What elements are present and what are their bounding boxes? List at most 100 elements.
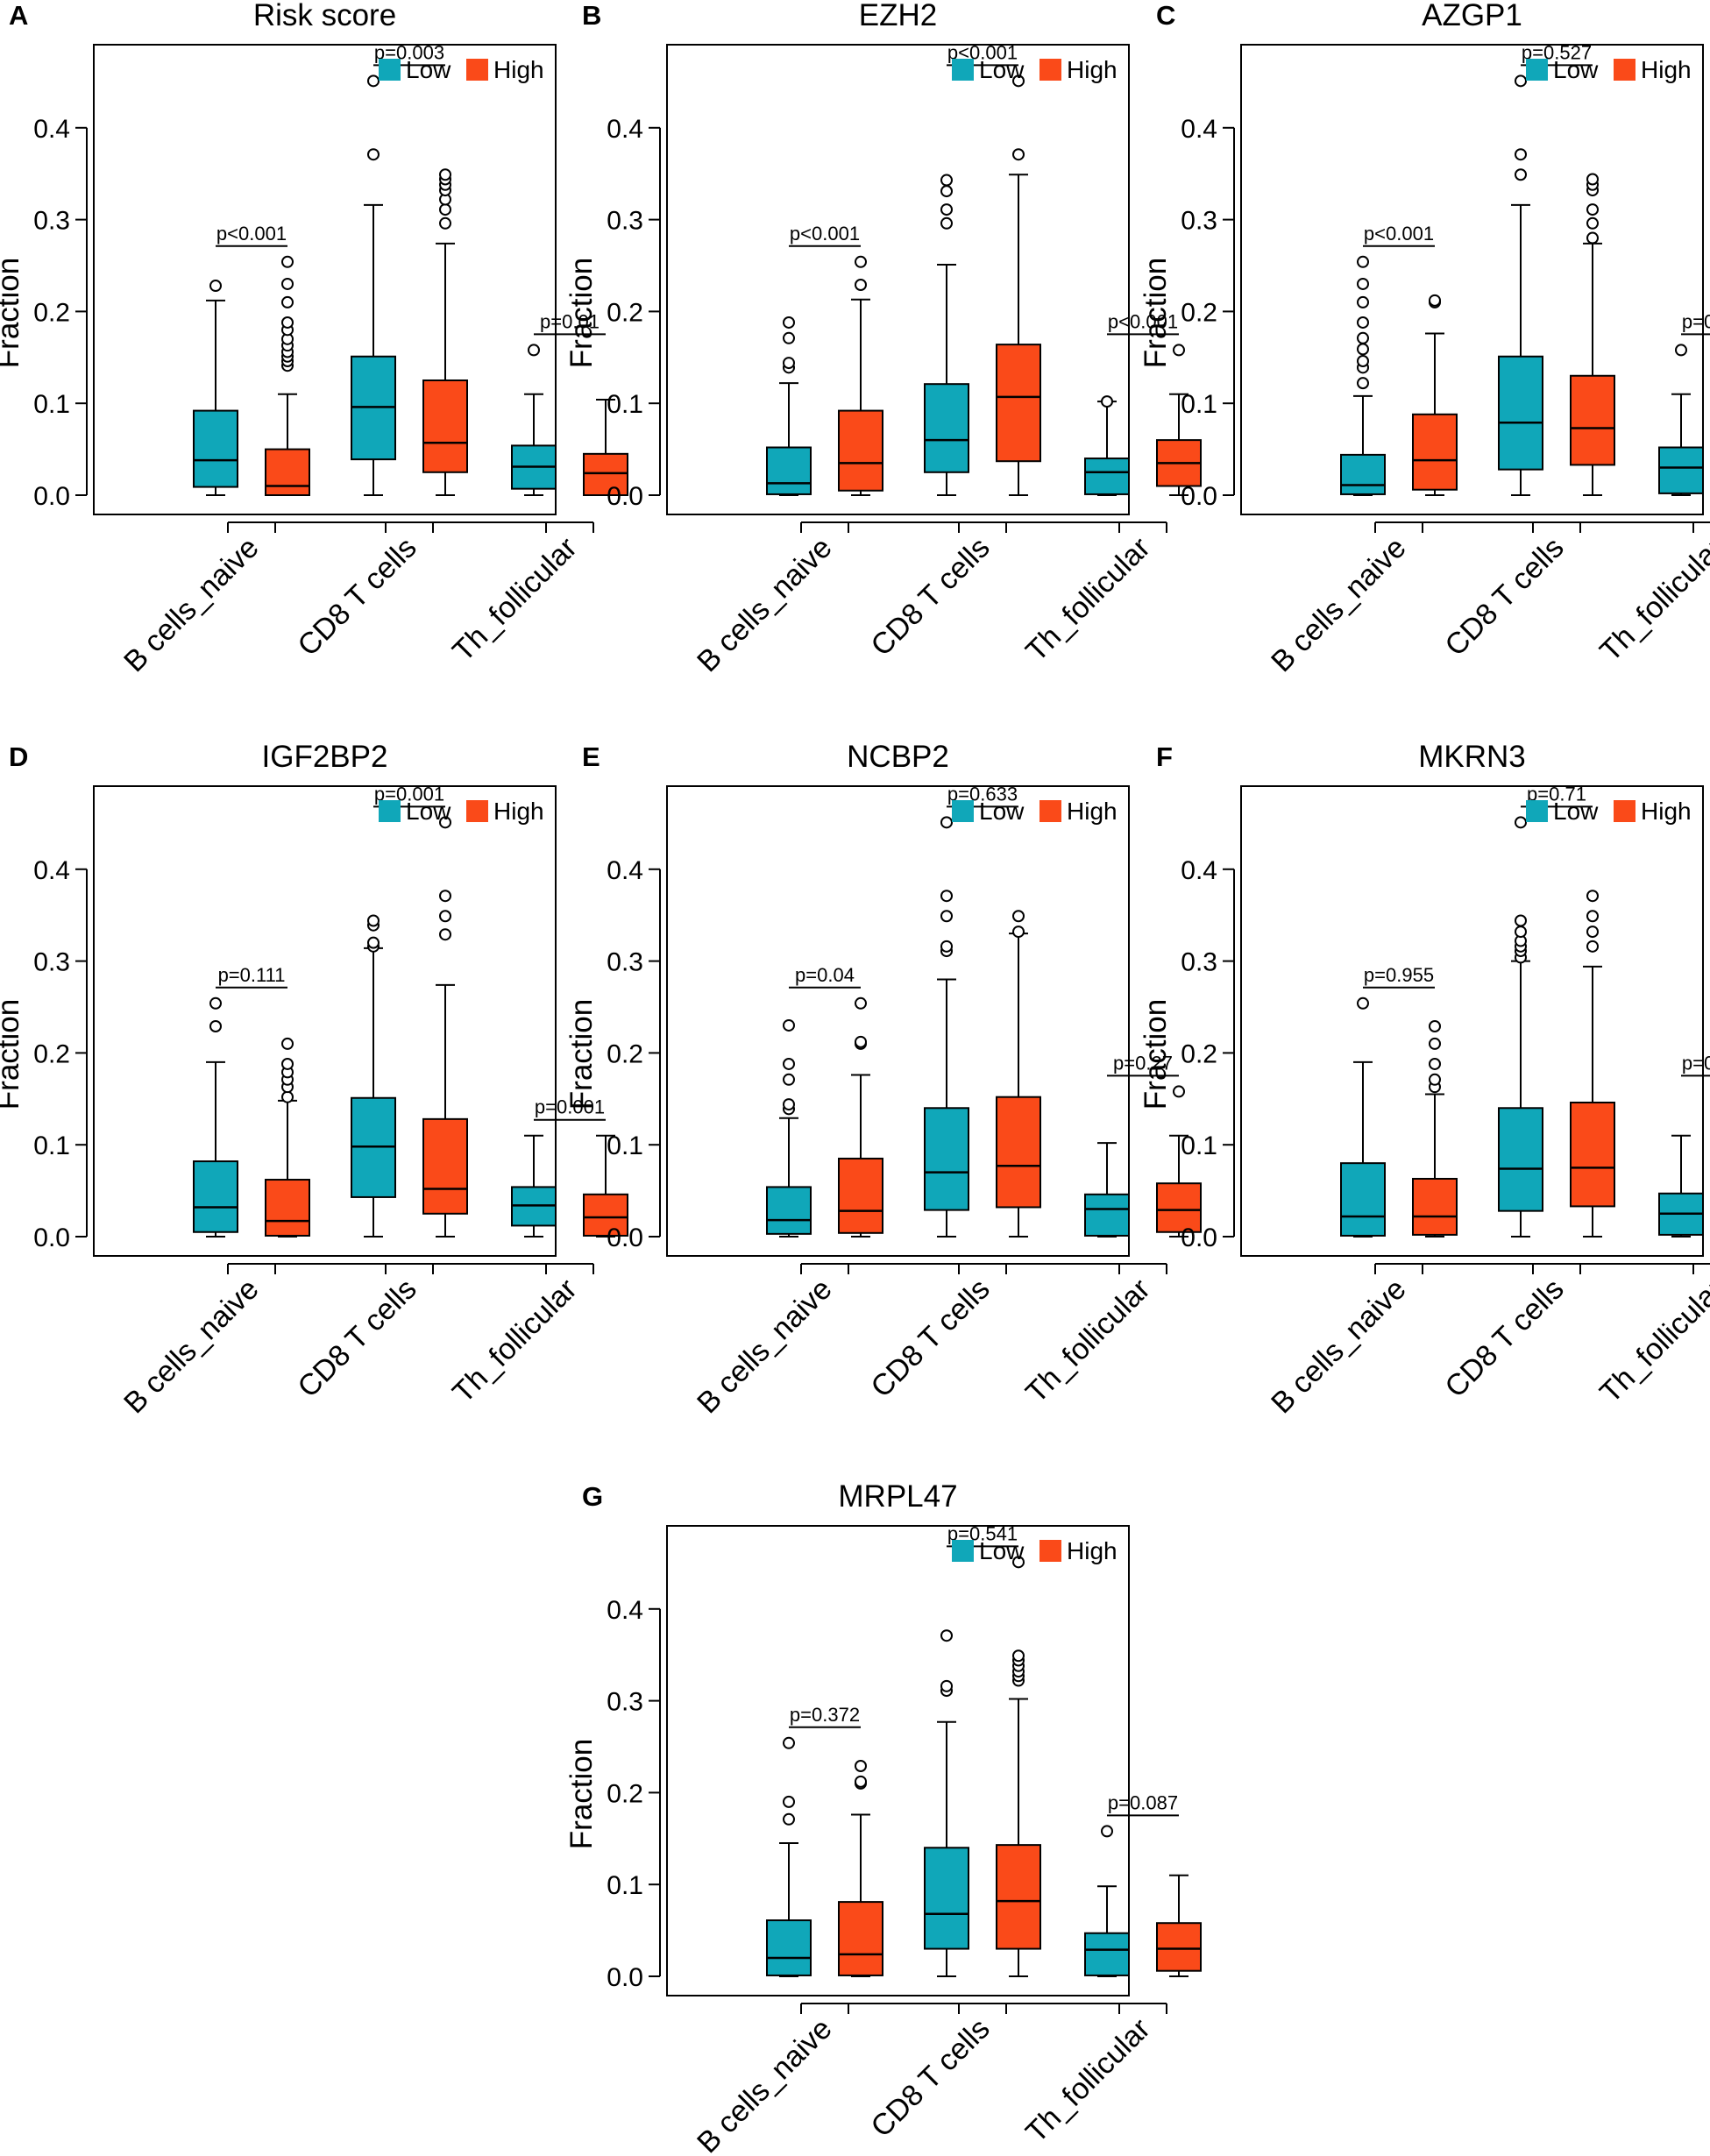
plot-frame [1240,785,1704,1257]
y-tick-label: 0.2 [1181,1039,1217,1068]
legend-swatch-high [1039,1540,1061,1562]
x-category-label: Th_follicular [1019,1273,1156,1409]
outlier-point [1101,395,1113,408]
outlier-point [439,928,451,941]
panel-title: AZGP1 [1422,0,1522,32]
panel-letter: D [9,741,28,772]
legend-label-high: High [1641,56,1692,83]
y-tick-label: 0.1 [607,1871,643,1900]
outlier-point [1586,926,1599,939]
y-axis-label: Fraction [564,258,599,368]
outlier-point [855,255,867,268]
box-high [838,1157,883,1234]
box-high [1156,1182,1202,1233]
box-low [1658,446,1704,494]
outlier-point [1012,926,1025,939]
x-category-label: CD8 T cells [291,531,422,663]
panel-letter: E [582,741,600,772]
x-category-label: CD8 T cells [1438,531,1570,663]
pvalue-label: p<0.001 [790,223,860,245]
legend-swatch-high [466,59,488,81]
legend-swatch-low [952,800,974,822]
outlier-point [1357,331,1369,344]
y-tick-label: 0.2 [1181,298,1217,327]
panel-e: E NCBP2 0.0 0.1 0.2 0.3 0.4 Fraction p=0.04 B cel… [564,740,1202,1421]
box-high [1570,374,1615,466]
outlier-point [783,357,795,370]
outlier-point [1429,1073,1441,1086]
outlier-point [1586,940,1599,953]
outlier-point [209,1020,222,1033]
y-axis-label: Fraction [1139,258,1173,368]
outlier-point [855,996,867,1010]
outlier-point [1586,890,1599,903]
outlier-point [281,295,294,309]
y-tick-label: 0.1 [33,390,70,419]
outlier-point [1357,277,1369,290]
box-low [193,409,238,488]
panel-title: MRPL47 [838,1479,957,1514]
legend-swatch-high [1039,59,1061,81]
box-low [766,1919,812,1976]
outlier-point [1586,216,1599,230]
legend-swatch-high [466,800,488,822]
box-high [996,1844,1041,1950]
outlier-point [783,1812,795,1826]
outlier-point [1586,231,1599,245]
outlier-point [940,816,953,829]
outlier-point [783,1073,795,1086]
y-tick-label: 0.3 [607,948,643,977]
pvalue-label: p=0.016 [1682,1052,1710,1074]
outlier-point [1515,74,1527,88]
legend-swatch-low [1526,59,1548,81]
x-category-label: CD8 T cells [864,1273,996,1404]
x-category-label: Th_follicular [1019,531,1156,668]
plot-frame [1240,44,1704,515]
x-category-label: B cells_naive [691,1273,839,1421]
box-low [766,446,812,495]
outlier-point [1357,316,1369,329]
y-tick-label: 0.2 [607,1039,643,1068]
panel-letter: A [9,0,28,31]
panel-title: Risk score [253,0,396,32]
box-low [924,1847,969,1950]
box-low [924,383,969,473]
y-tick-label: 0.3 [607,207,643,236]
y-tick-label: 0.4 [33,856,70,885]
outlier-point [439,890,451,903]
y-tick-label: 0.0 [1181,1223,1217,1252]
legend-label-low: Low [979,1537,1025,1564]
x-category-label: CD8 T cells [291,1273,422,1404]
outlier-point [367,936,380,949]
box-high [422,1117,468,1215]
box-high [1412,413,1458,491]
outlier-point [1012,1556,1025,1569]
legend-swatch-high [1614,800,1635,822]
outlier-point [281,1090,294,1103]
box-high [996,1096,1041,1209]
outlier-point [783,1057,795,1070]
y-tick-label: 0.2 [607,1779,643,1808]
x-category-label: Th_follicular [1593,531,1710,668]
outlier-point [281,1037,294,1050]
outlier-point [1012,148,1025,161]
outlier-point [1675,344,1687,357]
pvalue-label: p=0.01 [540,310,600,332]
x-category-label: Th_follicular [1593,1273,1710,1409]
outlier-point [940,940,953,953]
legend-swatch-high [1039,800,1061,822]
legend-swatch-high [1614,59,1635,81]
outlier-point [281,277,294,290]
y-tick-label: 0.1 [1181,390,1217,419]
panel-letter: B [582,0,601,31]
box-high [583,452,628,497]
outlier-point [783,1795,795,1808]
y-tick-label: 0.0 [607,482,643,511]
outlier-point [855,279,867,292]
outlier-point [281,316,294,329]
y-tick-label: 0.3 [1181,207,1217,236]
outlier-point [1012,74,1025,88]
panel-title: NCBP2 [847,740,949,774]
panel-letter: G [582,1481,603,1512]
